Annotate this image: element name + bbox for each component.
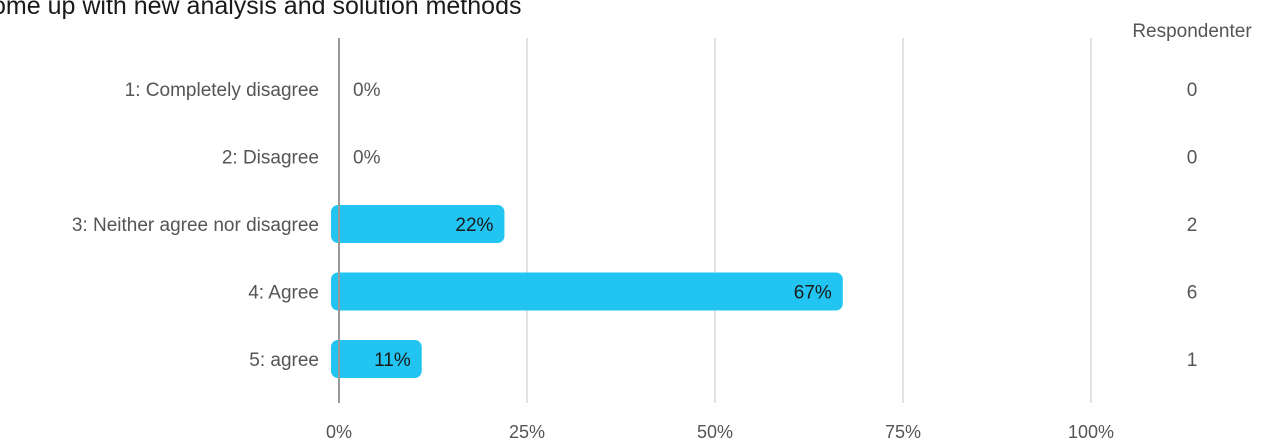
value-label: 11%: [374, 350, 411, 371]
bar: [331, 340, 422, 378]
respondent-count: 0: [1187, 148, 1198, 169]
value-label: 0%: [353, 148, 381, 169]
bars: 0% 0% 22% 67% 11%: [331, 80, 843, 378]
bar: [331, 205, 505, 243]
value-label: 0%: [353, 80, 381, 101]
category-label: 5: agree: [249, 350, 319, 371]
respondent-count: 0: [1187, 80, 1198, 101]
grid-lines: [526, 38, 1092, 403]
x-tick-label: 0%: [326, 422, 352, 441]
category-label: 4: Agree: [248, 283, 319, 304]
category-labels: 1: Completely disagree 2: Disagree 3: Neit…: [72, 80, 319, 371]
category-label: 2: Disagree: [222, 148, 319, 169]
x-axis-ticks: 0% 25% 50% 75% 100%: [326, 422, 1114, 441]
bar: [331, 272, 843, 311]
respondent-count: 2: [1187, 215, 1198, 236]
category-label: 3: Neither agree nor disagree: [72, 215, 319, 236]
x-tick-label: 25%: [509, 422, 545, 441]
counts-header: Respondenter: [1132, 21, 1252, 42]
value-label: 22%: [455, 215, 493, 236]
x-tick-label: 100%: [1068, 422, 1114, 441]
respondent-count: 6: [1187, 283, 1198, 304]
respondent-counts: Respondenter 0 0 2 6 1: [1132, 21, 1252, 371]
chart-title: ome up with new analysis and solution me…: [0, 0, 522, 20]
category-label: 1: Completely disagree: [125, 80, 319, 101]
value-label: 67%: [794, 283, 832, 304]
x-tick-label: 50%: [697, 422, 733, 441]
x-tick-label: 75%: [885, 422, 921, 441]
respondent-count: 1: [1187, 350, 1198, 371]
